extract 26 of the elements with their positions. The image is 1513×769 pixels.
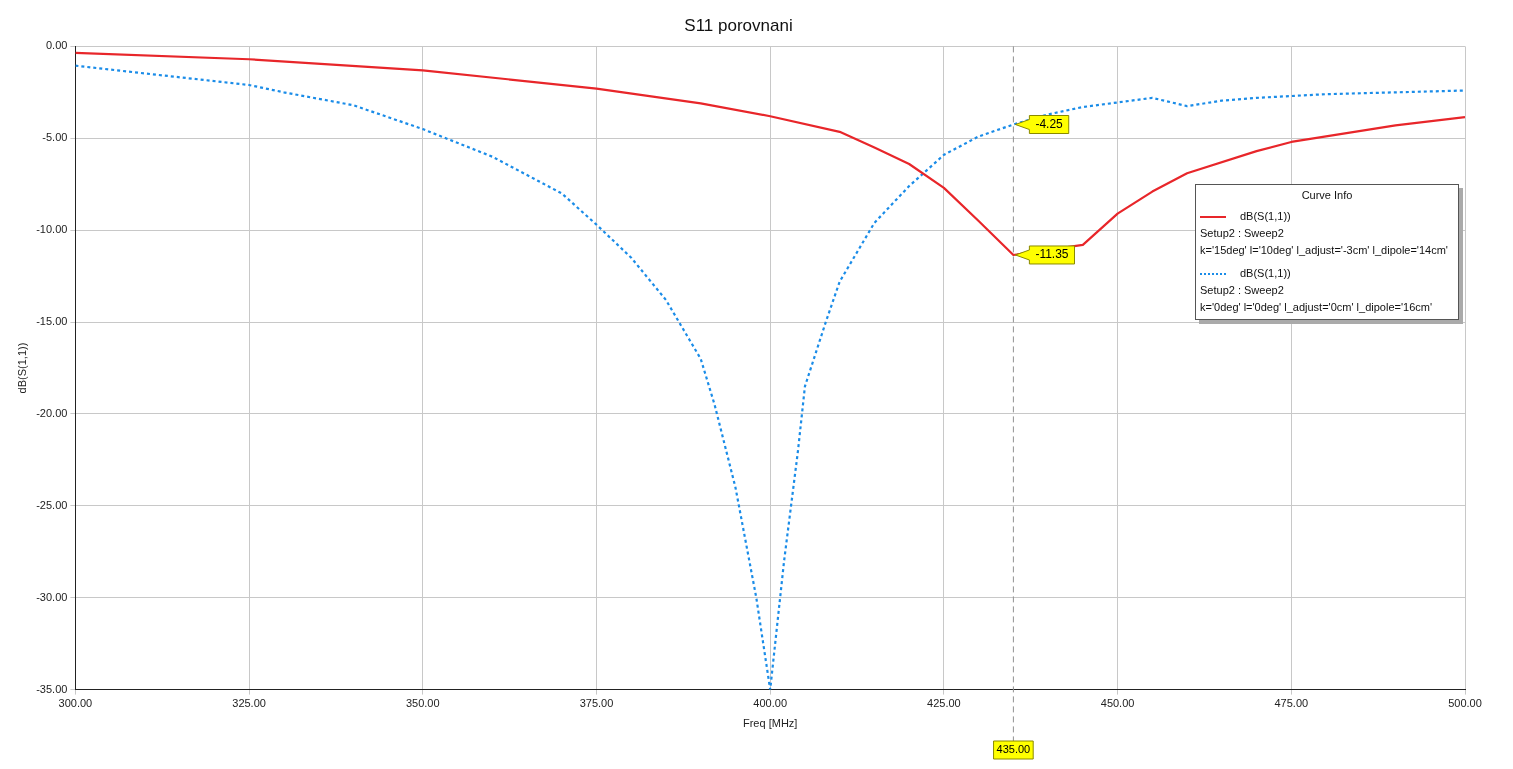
x-tick-label: 475.00	[1274, 697, 1309, 710]
y-tick-label: -10.00	[36, 223, 68, 236]
y-tick-label: -35.00	[36, 682, 68, 695]
annotation: -4.25	[1035, 116, 1064, 131]
x-tick-label: 350.00	[405, 697, 440, 710]
chart-title: S11 porovnani	[684, 15, 793, 35]
y-tick-label: -25.00	[36, 498, 68, 511]
x-axis-title: Freq [MHz]	[742, 717, 798, 730]
y-tick-label: -20.00	[36, 406, 68, 419]
ref-line-label: 435.00	[996, 743, 1031, 756]
y-tick-label: 0.00	[45, 39, 68, 52]
legend-title: Curve Info	[1300, 188, 1354, 203]
y-axis-title: dB(S(1,1))	[15, 342, 28, 394]
y-tick-label: -5.00	[42, 131, 68, 144]
x-tick-label: 375.00	[579, 697, 614, 710]
legend-label: dB(S(1,1)) Setup2 : Sweep2 k='0deg' l='0deg' l_adjust='0cm' l_dipole='16cm'	[1200, 266, 1433, 315]
x-tick-label: 300.00	[58, 697, 93, 710]
y-tick-label: -15.00	[36, 315, 68, 328]
y-tick-label: -30.00	[36, 590, 68, 603]
x-tick-label: 500.00	[1448, 697, 1482, 710]
annotation: -11.35	[1035, 247, 1069, 262]
x-tick-label: 400.00	[753, 697, 788, 710]
x-tick-label: 425.00	[927, 697, 961, 710]
legend-label: dB(S(1,1)) Setup2 : Sweep2 k='15deg' l='10deg' l_adjust='-3cm' l_dipole='14cm'	[1200, 209, 1448, 258]
x-tick-label: 450.00	[1100, 697, 1135, 710]
x-tick-label: 325.00	[232, 697, 266, 710]
